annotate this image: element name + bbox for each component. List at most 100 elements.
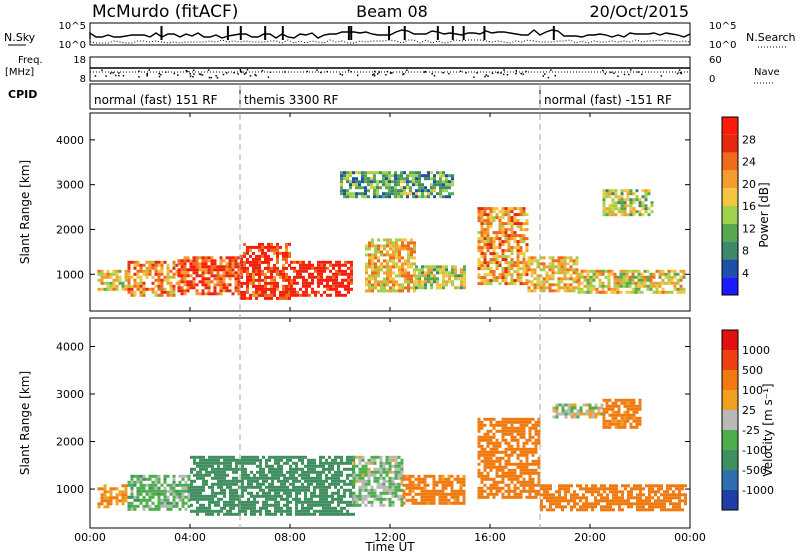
velocity-echo-cell — [633, 502, 636, 506]
power-echo-cell — [486, 231, 490, 235]
velocity-echo-cell — [645, 508, 648, 512]
velocity-echo-cell — [501, 429, 505, 433]
velocity-echo-cell — [507, 459, 511, 463]
power-echo-cell — [231, 274, 235, 278]
power-echo-cell — [240, 269, 243, 273]
power-echo-cell — [216, 265, 220, 269]
velocity-echo-cell — [495, 471, 499, 475]
velocity-echo-cell — [331, 497, 334, 501]
velocity-echo-cell — [238, 500, 241, 504]
velocity-echo-cell — [184, 495, 188, 499]
velocity-echo-cell — [349, 488, 352, 492]
power-echo-cell — [151, 281, 155, 285]
power-echo-cell — [364, 189, 367, 193]
velocity-echo-cell — [423, 477, 427, 481]
power-echo-cell — [486, 234, 490, 238]
power-echo-cell — [413, 256, 416, 260]
power-echo-cell — [395, 244, 398, 248]
velocity-echo-cell — [379, 461, 383, 465]
power-echo-cell — [560, 280, 564, 284]
power-echo-cell — [192, 280, 196, 284]
power-echo-cell — [519, 207, 523, 211]
velocity-echo-cell — [414, 486, 418, 490]
power-echo-cell — [346, 180, 349, 184]
velocity-echo-cell — [349, 467, 352, 471]
power-echo-cell — [97, 269, 101, 273]
velocity-echo-cell — [286, 458, 289, 462]
velocity-echo-cell — [328, 470, 331, 474]
power-echo-cell — [560, 259, 564, 263]
velocity-echo-cell — [605, 407, 609, 411]
power-echo-cell — [673, 269, 677, 273]
power-echo-cell — [148, 260, 152, 264]
velocity-echo-cell — [394, 461, 398, 465]
power-echo-cell — [148, 287, 152, 291]
velocity-echo-cell — [528, 432, 532, 436]
power-echo-cell — [169, 293, 173, 297]
power-echo-cell — [495, 231, 499, 235]
velocity-echo-cell — [614, 413, 618, 417]
velocity-echo-cell — [229, 461, 232, 465]
velocity-echo-cell — [477, 426, 481, 430]
power-echo-cell — [644, 189, 648, 193]
power-echo-cell — [649, 284, 653, 288]
power-echo-cell — [661, 281, 665, 285]
power-echo-cell — [516, 219, 520, 223]
power-echo-cell — [548, 277, 552, 281]
velocity-echo-cell — [364, 503, 368, 507]
power-echo-cell — [410, 262, 413, 266]
velocity-echo-cell — [537, 459, 541, 463]
power-echo-cell — [335, 281, 338, 285]
power-echo-cell — [595, 275, 599, 279]
power-echo-cell — [371, 268, 374, 272]
velocity-echo-cell — [355, 476, 359, 480]
velocity-echo-cell — [289, 506, 292, 510]
velocity-echo-cell — [585, 508, 588, 512]
velocity-echo-cell — [450, 480, 454, 484]
velocity-echo-cell — [304, 491, 307, 495]
velocity-echo-cell — [214, 467, 217, 471]
power-echo-cell — [611, 213, 615, 217]
velocity-echo-cell — [151, 486, 155, 490]
velocity-echo-cell — [355, 500, 359, 504]
velocity-echo-cell — [391, 458, 395, 462]
power-echo-cell — [413, 250, 416, 254]
power-echo-cell — [163, 260, 167, 264]
velocity-echo-cell — [307, 488, 310, 492]
velocity-echo-cell — [480, 435, 484, 439]
power-echo-cell — [406, 177, 409, 181]
power-echo-cell — [285, 245, 288, 249]
power-echo-cell — [519, 279, 523, 283]
velocity-echo-cell — [629, 404, 633, 408]
velocity-echo-cell — [271, 512, 274, 516]
power-echo-cell — [507, 222, 511, 226]
velocity-echo-cell — [630, 502, 633, 506]
power-echo-cell — [554, 271, 558, 275]
power-echo-cell — [413, 262, 416, 266]
power-echo-cell — [261, 278, 264, 282]
power-colorbar-tick: 12 — [742, 222, 756, 235]
power-echo-cell — [610, 272, 614, 276]
power-echo-cell — [519, 228, 523, 232]
velocity-echo-cell — [301, 467, 304, 471]
power-echo-cell — [142, 281, 146, 285]
power-echo-cell — [237, 271, 241, 275]
velocity-echo-cell — [208, 512, 211, 516]
power-echo-cell — [151, 260, 155, 264]
velocity-echo-cell — [262, 494, 265, 498]
velocity-echo-cell — [202, 497, 205, 501]
power-echo-cell — [407, 259, 410, 263]
velocity-echo-cell — [232, 458, 235, 462]
velocity-echo-cell — [226, 485, 229, 489]
power-echo-cell — [510, 234, 514, 238]
power-echo-cell — [186, 256, 190, 260]
velocity-echo-cell — [325, 467, 328, 471]
power-echo-cell — [136, 272, 140, 276]
velocity-echo-cell — [489, 468, 493, 472]
velocity-echo-cell — [654, 502, 657, 506]
velocity-echo-cell — [346, 482, 349, 486]
velocity-echo-cell — [608, 404, 612, 408]
power-echo-cell — [395, 280, 398, 284]
velocity-echo-cell — [582, 493, 585, 497]
power-echo-cell — [442, 174, 445, 178]
